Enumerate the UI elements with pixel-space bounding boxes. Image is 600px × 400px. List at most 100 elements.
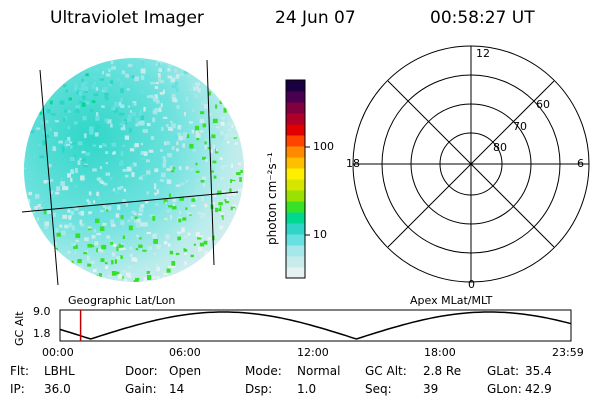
image-pixel [63,143,68,148]
image-pixel [25,219,31,223]
image-pixel [138,207,144,213]
image-pixel [171,76,176,80]
image-pixel [192,109,195,112]
image-pixel [221,117,225,120]
image-pixel [220,261,225,264]
colorbar-segment [286,256,305,268]
image-pixel [178,166,182,170]
image-pixel [128,128,132,133]
image-pixel [120,215,124,219]
image-pixel [175,252,180,255]
image-pixel [199,242,205,247]
image-pixel [202,176,207,180]
image-pixel [56,232,61,237]
mlt-label-18: 18 [346,157,360,170]
image-pixel [152,234,157,239]
image-pixel [95,124,98,127]
image-pixel [168,205,173,208]
image-pixel [149,271,154,276]
image-pixel [215,265,218,271]
image-pixel [68,97,72,101]
image-pixel [237,245,240,249]
image-pixel [120,247,126,250]
image-pixel [238,226,242,230]
image-pixel [230,80,235,84]
image-pixel [44,250,47,256]
image-pixel [191,129,194,134]
image-pixel [219,92,224,97]
image-pixel [120,151,124,156]
image-pixel [119,112,122,116]
image-pixel [122,123,125,128]
image-pixel [81,61,84,66]
image-pixel [215,205,220,209]
image-pixel [154,85,159,89]
image-pixel [68,222,72,228]
image-pixel [215,207,219,213]
image-pixel [228,122,231,125]
image-pixel [63,77,68,80]
image-pixel [74,250,77,255]
image-pixel [78,91,82,96]
image-pixel [217,131,220,136]
image-pixel [36,127,41,130]
image-pixel [92,268,97,273]
image-pixel [152,96,157,102]
info-value: LBHL [44,364,75,378]
image-pixel [161,126,164,131]
image-pixel [81,64,86,68]
image-pixel [25,179,30,183]
image-pixel [68,215,72,220]
image-pixel [154,108,158,112]
image-pixel [118,243,124,249]
image-pixel [195,133,201,138]
image-pixel [220,177,225,180]
image-pixel [70,177,73,182]
image-pixel [182,143,185,148]
image-pixel [81,150,86,154]
image-pixel [232,71,236,76]
time-tick-1800: 18:00 [424,346,456,359]
image-pixel [131,273,135,279]
image-pixel [120,88,124,94]
image-pixel [27,171,33,174]
image-pixel [31,210,36,214]
image-pixel [111,260,114,265]
image-pixel [33,79,38,82]
image-pixel [116,256,121,260]
colorbar-segment [286,190,305,202]
image-pixel [243,103,244,106]
polar-plot [352,45,590,283]
image-pixel [119,161,124,166]
image-pixel [27,123,30,128]
image-pixel [134,76,139,82]
image-pixel [33,154,36,159]
image-pixel [180,63,185,67]
image-pixel [218,202,223,206]
image-pixel [43,180,48,184]
image-pixel [55,191,60,195]
image-pixel [205,254,210,259]
image-pixel [33,62,36,66]
image-pixel [62,63,67,68]
image-pixel [166,209,171,213]
image-pixel [197,88,201,93]
image-pixel [102,71,105,75]
image-pixel [43,121,48,124]
image-pixel [195,188,199,194]
image-pixel [232,208,235,212]
time-tick-0600: 06:00 [169,346,201,359]
image-pixel [200,180,205,183]
image-pixel [229,188,232,193]
image-pixel [233,133,237,138]
image-pixel [160,103,163,108]
image-pixel [211,170,214,173]
image-pixel [50,258,54,263]
image-pixel [55,228,59,233]
image-pixel [54,83,59,88]
image-pixel [168,243,171,247]
image-pixel [225,134,229,138]
image-pixel [39,155,45,159]
image-pixel [207,237,211,240]
image-pixel [95,218,100,224]
